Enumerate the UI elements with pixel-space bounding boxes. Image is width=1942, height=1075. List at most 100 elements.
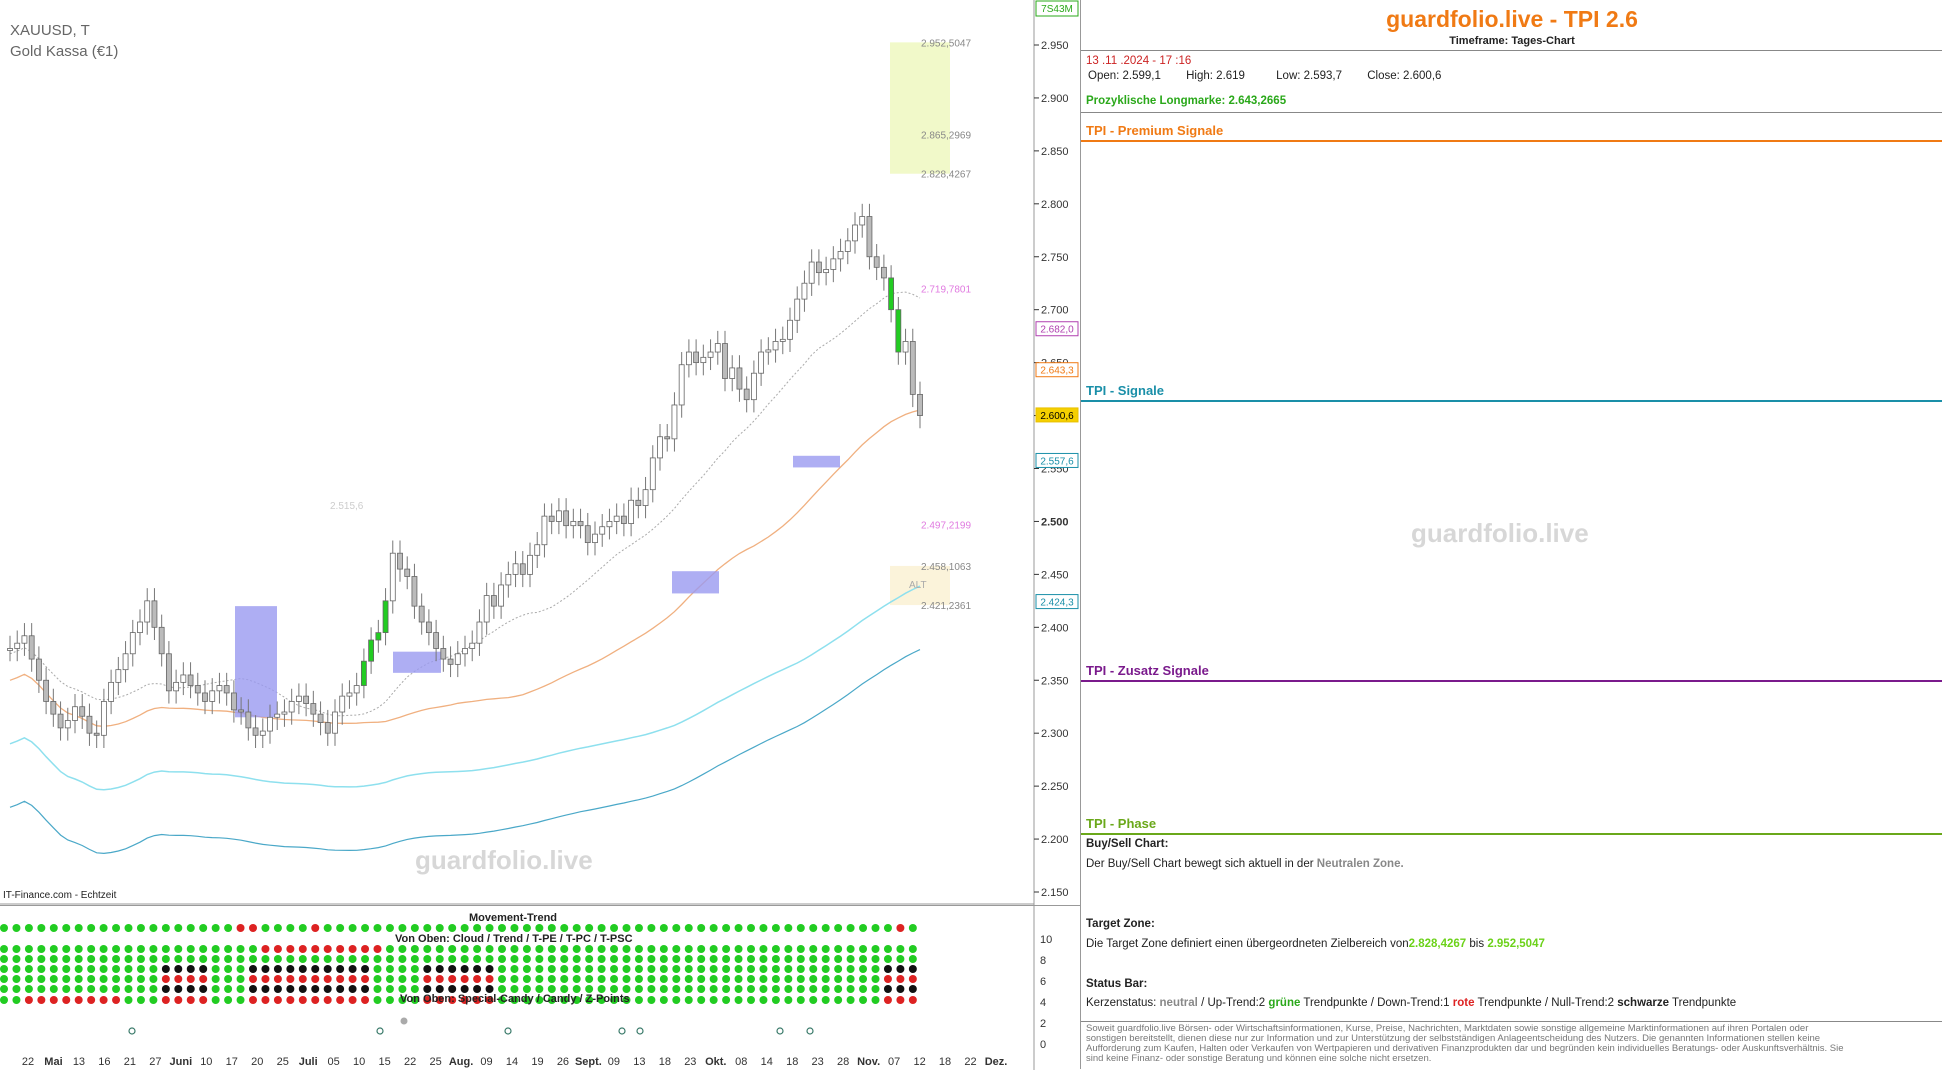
- trend-dot: [261, 996, 270, 1004]
- trend-dot: [0, 924, 8, 932]
- trend-dot: [336, 996, 345, 1004]
- trend-dot: [74, 945, 83, 953]
- candle-body: [909, 341, 916, 395]
- trend-dot: [535, 985, 544, 993]
- candle-body: [649, 457, 656, 491]
- candy-marker: [376, 1027, 384, 1035]
- trend-dot: [435, 985, 444, 993]
- trend-dot: [273, 955, 282, 963]
- trend-dot: [174, 945, 183, 953]
- target-sentence: Die Target Zone definiert einen übergeor…: [1086, 938, 1409, 950]
- trend-dot: [361, 945, 370, 953]
- y-tick-label: 2.500: [1041, 516, 1069, 528]
- trend-dot: [37, 996, 46, 1004]
- trend-dot: [49, 955, 58, 963]
- trend-dot: [796, 985, 805, 993]
- trend-dot: [99, 945, 108, 953]
- y-tick-label: 2.800: [1041, 199, 1069, 211]
- candle-body: [28, 635, 35, 660]
- trend-dot: [423, 955, 432, 963]
- candle-body: [129, 632, 136, 655]
- trend-dot: [311, 955, 320, 963]
- candle-body: [14, 642, 21, 649]
- status-downtrend: Trendpunkte / Down-Trend:1: [1303, 997, 1450, 1009]
- candle-body: [57, 713, 64, 729]
- trend-dot: [796, 965, 805, 973]
- trend-dot: [373, 985, 382, 993]
- y-tick-label: 2.350: [1041, 675, 1069, 687]
- trend-dot: [684, 955, 693, 963]
- status-schwarze: schwarze: [1617, 997, 1670, 1009]
- trend-dot: [522, 955, 531, 963]
- trend-dot: [610, 996, 619, 1004]
- trend-dot: [62, 996, 71, 1004]
- trend-dot: [796, 996, 805, 1004]
- candle-body: [259, 730, 266, 736]
- trend-dot: [883, 965, 892, 973]
- trend-dot: [859, 945, 868, 953]
- trend-dot: [298, 996, 307, 1004]
- status-text: Kerzenstatus: neutral / Up-Trend:2 grüne…: [1086, 997, 1736, 1009]
- trend-dot: [323, 996, 332, 1004]
- trend-dot: [49, 985, 58, 993]
- x-axis-label: Dez.: [985, 1056, 1008, 1068]
- trend-dot: [211, 996, 220, 1004]
- trend-dot: [74, 955, 83, 963]
- trend-dot: [871, 996, 880, 1004]
- trend-dot: [485, 945, 494, 953]
- trend-dot: [771, 955, 780, 963]
- candle-body: [397, 552, 403, 570]
- trend-dot: [647, 924, 656, 932]
- open-label: Open:: [1088, 70, 1120, 82]
- trend-dot: [722, 985, 731, 993]
- trend-dot: [684, 965, 693, 973]
- candle-body: [859, 216, 866, 226]
- x-axis-label: 20: [251, 1056, 263, 1068]
- trend-dot: [286, 924, 295, 932]
- close-label: Close:: [1367, 70, 1400, 82]
- trend-dot: [597, 996, 606, 1004]
- candle-body: [346, 692, 353, 697]
- trend-dot: [87, 945, 96, 953]
- trend-dot: [784, 975, 793, 983]
- trend-dot: [385, 945, 394, 953]
- candle-body: [787, 319, 793, 340]
- trend-dot: [547, 945, 556, 953]
- trend-dot: [460, 945, 469, 953]
- trend-dot: [435, 945, 444, 953]
- trend-dot: [647, 965, 656, 973]
- candle-body: [202, 692, 208, 702]
- trend-dot: [771, 975, 780, 983]
- trend-dot: [186, 945, 195, 953]
- status-gruene: grüne: [1268, 997, 1301, 1009]
- trend-dot: [759, 945, 768, 953]
- candle-body: [570, 521, 577, 527]
- trend-dot: [485, 924, 494, 932]
- trend-dot: [286, 965, 295, 973]
- trend-dot: [834, 996, 843, 1004]
- trend-dot: [846, 924, 855, 932]
- trend-dot: [385, 985, 394, 993]
- trend-dot: [423, 996, 432, 1004]
- trend-dot: [87, 924, 96, 932]
- trend-dot: [124, 996, 133, 1004]
- trend-dot: [560, 975, 569, 983]
- signal-box: [793, 455, 840, 468]
- candle-body: [758, 351, 765, 374]
- trend-dot: [535, 965, 544, 973]
- trend-dot: [908, 996, 917, 1004]
- trend-dot: [634, 945, 643, 953]
- trend-dot: [622, 965, 631, 973]
- trend-dot: [747, 996, 755, 1004]
- trend-dot: [286, 945, 295, 953]
- candle-body: [93, 732, 100, 736]
- x-axis-label: 22: [964, 1056, 976, 1068]
- trend-dot: [0, 945, 8, 953]
- trend-dot: [136, 965, 145, 973]
- trend-dot: [535, 945, 544, 953]
- zusatz-divider: [1081, 680, 1942, 682]
- candle-body: [888, 277, 895, 311]
- candle-body: [808, 261, 815, 284]
- trend-dot: [410, 945, 419, 953]
